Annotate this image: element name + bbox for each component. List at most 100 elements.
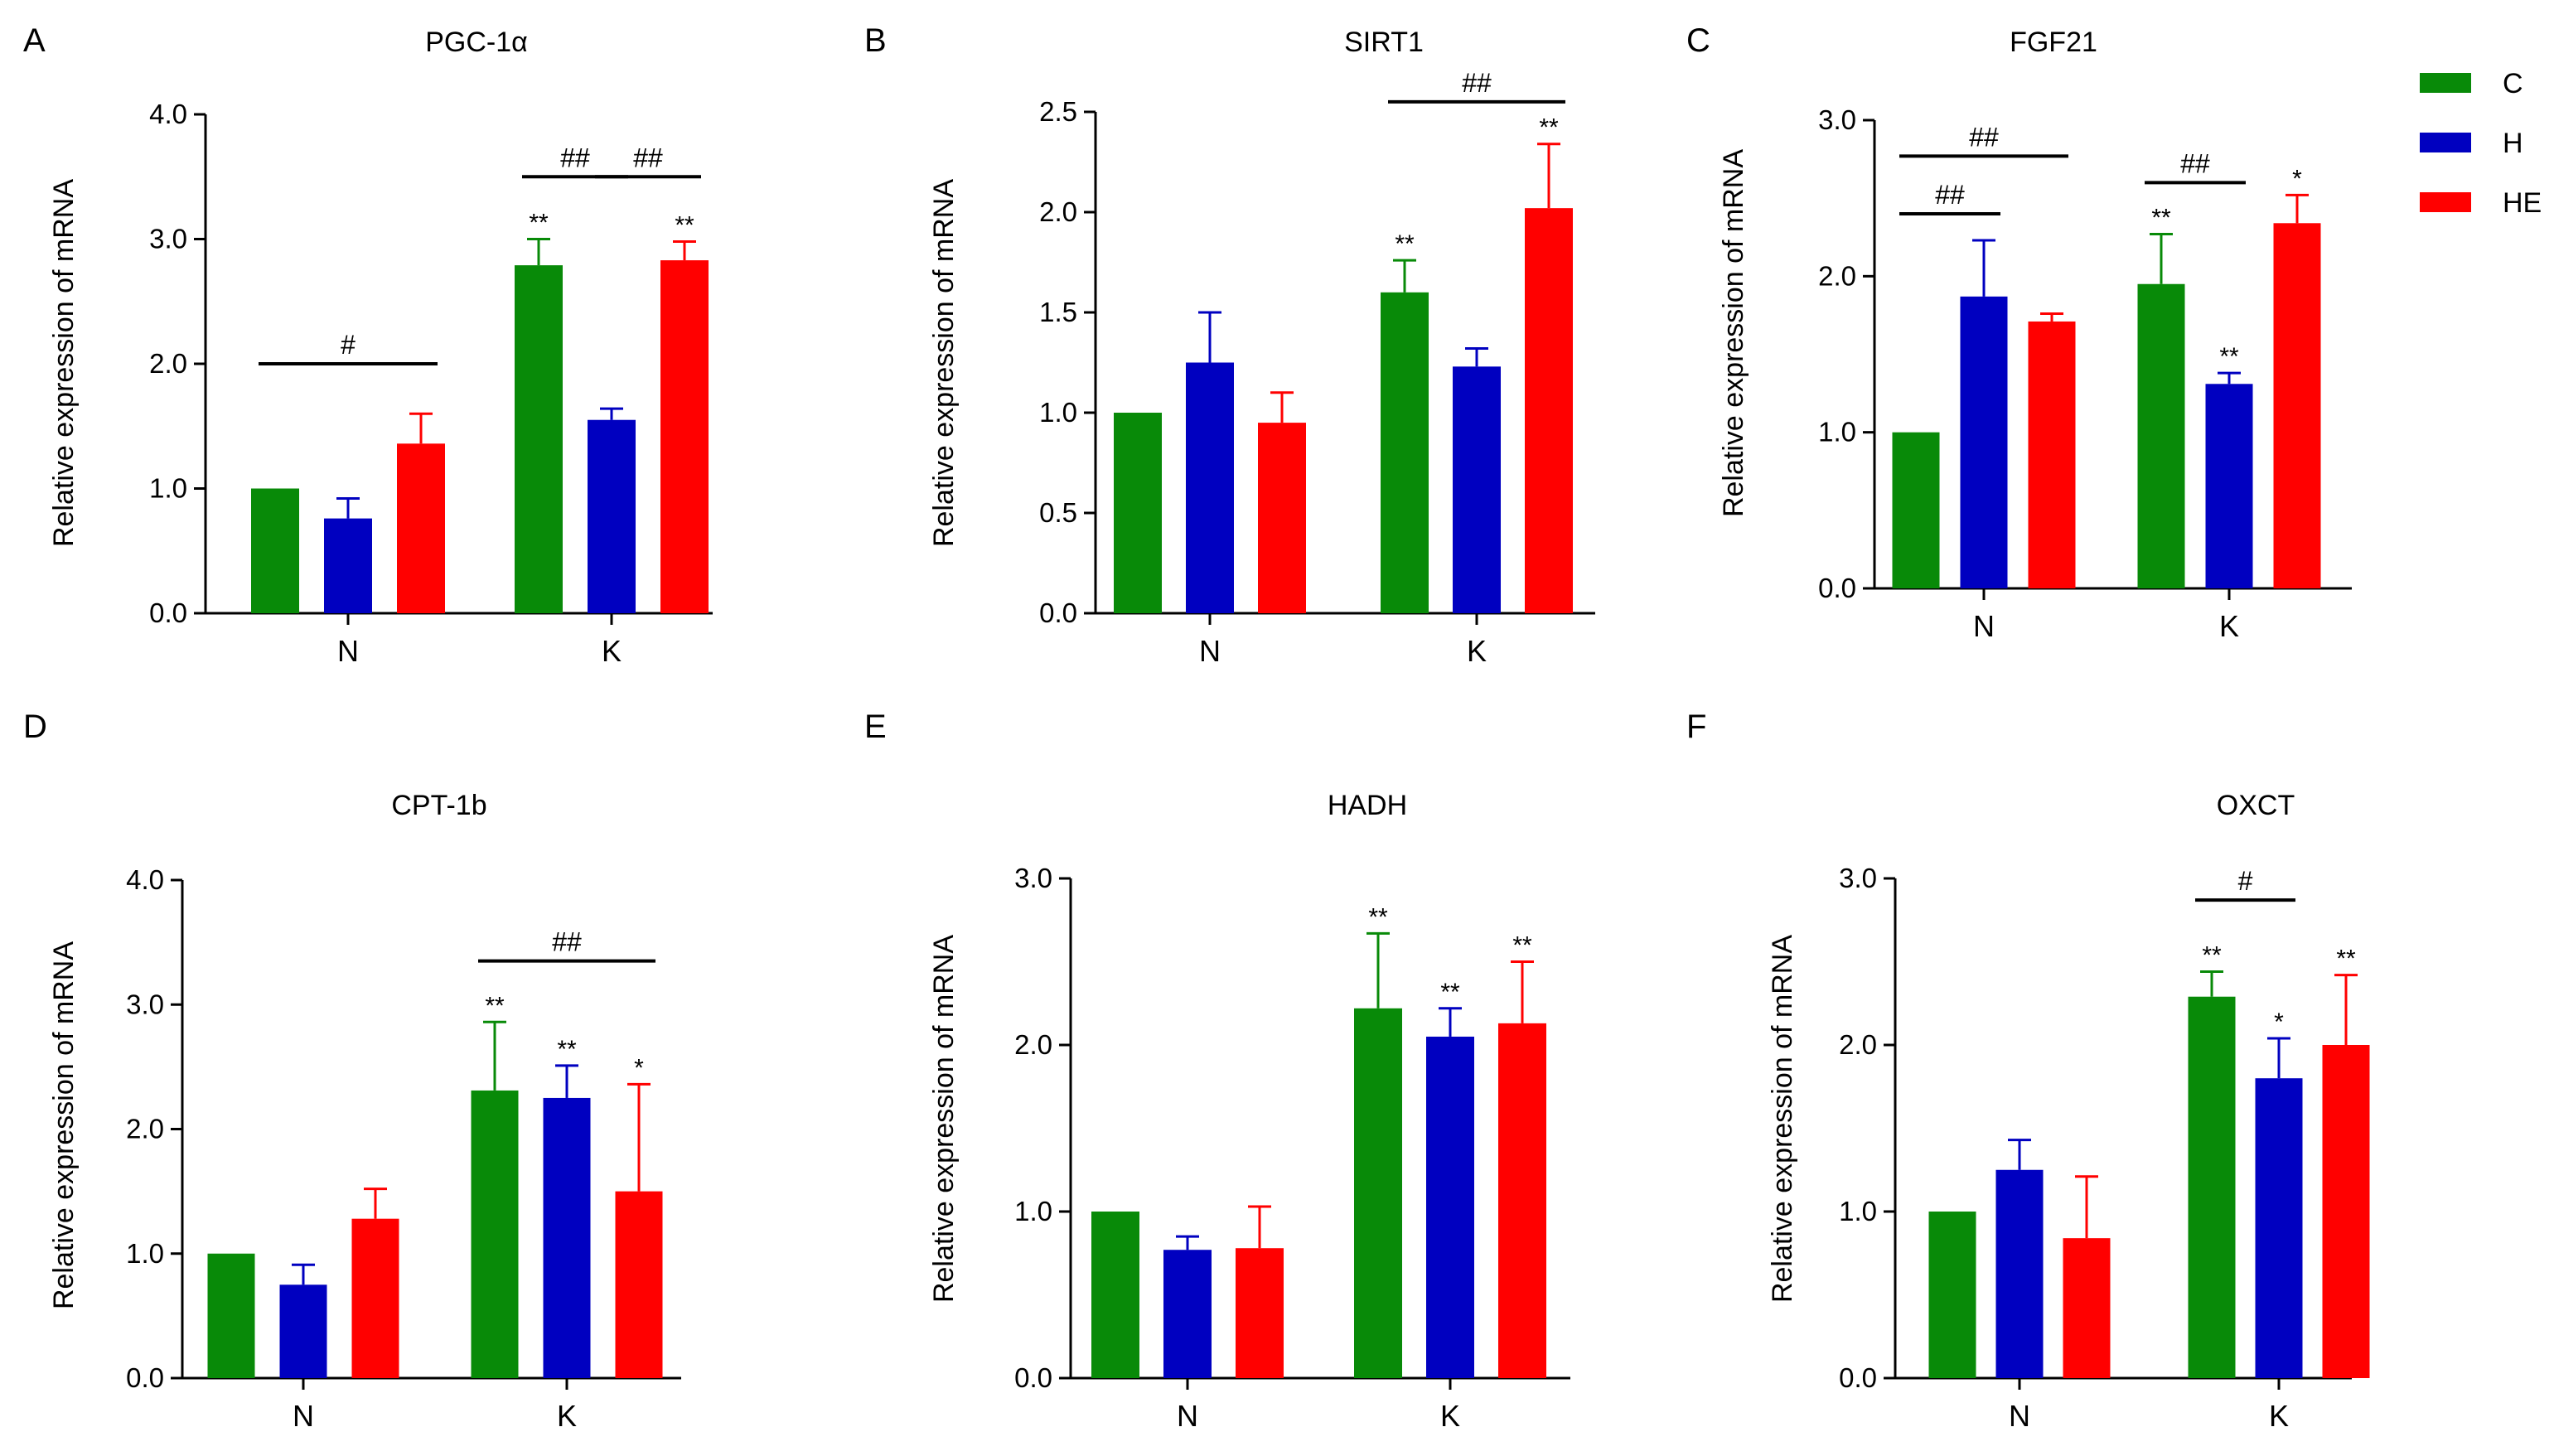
y-tick-label: 1.5 <box>1039 297 1077 327</box>
y-tick-label: 1.0 <box>126 1238 164 1269</box>
y-tick-label: 2.0 <box>149 348 187 379</box>
panel-letter: A <box>23 22 46 59</box>
chart-title: HADH <box>1328 790 1407 821</box>
legend-swatch-he <box>2420 192 2471 212</box>
x-tick-label: K <box>2219 609 2239 643</box>
x-tick-label: N <box>337 634 359 668</box>
x-tick-label: K <box>1467 634 1487 668</box>
y-tick-label: 2.0 <box>1839 1029 1877 1060</box>
y-axis-label: Relative expression of mRNA <box>1718 149 1749 517</box>
panel-letter: E <box>864 709 887 745</box>
significance-mark: * <box>634 1054 644 1081</box>
bar-c-n <box>207 1253 255 1378</box>
y-axis-label: Relative expression of mRNA <box>48 179 80 547</box>
y-tick-label: 1.0 <box>1839 1196 1877 1226</box>
bar-c-n <box>251 488 299 613</box>
y-tick-label: 4.0 <box>149 99 187 129</box>
y-axis-label: Relative expression of mRNA <box>48 941 80 1309</box>
bar-h-n <box>1163 1250 1212 1378</box>
x-tick-label: K <box>2269 1399 2289 1433</box>
bar-h-n <box>1186 362 1234 613</box>
chart-title: PGC-1α <box>425 27 528 58</box>
panel-d: D CPT-1b Relative expression of mRNA 0.0 1.0… <box>23 709 681 1433</box>
legend-label: C <box>2503 68 2523 99</box>
panel-letter: C <box>1686 22 1710 59</box>
x-tick-label: K <box>602 634 622 668</box>
y-axis-label: Relative expression of mRNA <box>928 179 960 547</box>
x-tick-label: N <box>293 1399 314 1433</box>
bar-h-k <box>2255 1078 2303 1378</box>
bar-h-k <box>588 419 636 613</box>
chart-title: CPT-1b <box>391 790 486 821</box>
x-tick-label: K <box>557 1399 577 1433</box>
y-tick-label: 0.0 <box>149 597 187 628</box>
chart-title: SIRT1 <box>1344 27 1424 58</box>
significance-mark: ** <box>1440 979 1460 1006</box>
panel-a: A PGC-1α Relative expression of mRNA 0.0 1.0… <box>23 22 713 668</box>
y-tick-label: 1.0 <box>1039 397 1077 428</box>
bar-h-n <box>1960 296 2008 588</box>
bar-h-k <box>543 1097 591 1378</box>
bar-he-k <box>2273 223 2321 588</box>
bar-he-n <box>397 443 445 613</box>
bar-h-k <box>1426 1036 1474 1378</box>
y-tick-label: 2.0 <box>126 1114 164 1144</box>
comparison-label: ## <box>1969 122 1999 152</box>
legend-swatch-h <box>2420 133 2471 152</box>
panel-c: C FGF21 Relative expression of mRNA 0.0 1.0 2… <box>1686 22 2352 643</box>
significance-mark: ** <box>1395 230 1415 258</box>
comparison-label: ## <box>560 143 590 172</box>
y-axis-label: Relative expression of mRNA <box>1767 935 1798 1303</box>
y-tick-label: 2.0 <box>1014 1029 1052 1060</box>
significance-mark: * <box>2292 165 2302 192</box>
y-tick-label: 0.0 <box>126 1362 164 1393</box>
y-tick-label: 4.0 <box>126 864 164 895</box>
bar-c-k <box>515 265 563 613</box>
legend: CH HE <box>2420 68 2542 219</box>
y-tick-label: 3.0 <box>1839 863 1877 893</box>
significance-mark: ** <box>485 992 505 1019</box>
bar-c-k <box>1381 292 1429 613</box>
significance-mark: ** <box>1512 932 1532 960</box>
bar-c-n <box>1091 1212 1139 1378</box>
bar-he-n <box>2063 1238 2111 1378</box>
bar-he-n <box>2028 321 2076 588</box>
panel-e: E HADH Relative expression of mRNA 0.0 1.0 2.… <box>864 709 1570 1433</box>
y-tick-label: 1.0 <box>1014 1196 1052 1226</box>
significance-mark: ** <box>675 212 694 239</box>
y-axis-label: Relative expression of mRNA <box>928 935 960 1303</box>
significance-mark: ** <box>2219 343 2239 370</box>
y-tick-label: 3.0 <box>149 224 187 254</box>
comparison-label: ## <box>552 927 582 957</box>
bar-h-k <box>2205 384 2253 588</box>
bar-c-k <box>1354 1008 1402 1378</box>
bar-he-n <box>1258 423 1306 613</box>
significance-mark: ** <box>529 210 549 237</box>
panel-letter: F <box>1686 709 1706 745</box>
bar-c-k <box>2137 283 2185 588</box>
bar-c-n <box>1114 413 1162 613</box>
comparison-label: ## <box>2180 148 2210 178</box>
bar-c-n <box>1892 432 1940 588</box>
significance-mark: ** <box>1368 903 1388 931</box>
legend-label: H <box>2503 128 2523 159</box>
y-tick-label: 0.0 <box>1839 1362 1877 1393</box>
bar-h-n <box>279 1284 327 1378</box>
comparison-label: # <box>2238 866 2253 896</box>
comparison-label: ## <box>633 143 663 172</box>
bar-c-k <box>471 1090 519 1378</box>
significance-mark: ** <box>557 1036 577 1063</box>
bar-h-n <box>324 518 372 613</box>
significance-mark: ** <box>2151 204 2171 231</box>
chart-title: FGF21 <box>2010 27 2097 58</box>
y-tick-label: 0.0 <box>1039 597 1077 628</box>
bar-he-k <box>660 260 709 613</box>
bar-he-k <box>2322 1045 2370 1378</box>
y-tick-label: 0.0 <box>1818 573 1856 603</box>
bar-h-n <box>1995 1169 2044 1378</box>
bar-c-k <box>2188 996 2236 1378</box>
y-tick-label: 1.0 <box>1818 417 1856 447</box>
panel-f: F OXCT Relative expression of mRNA 0.0 1.0 2.… <box>1686 709 2370 1433</box>
significance-mark: ** <box>2202 942 2222 970</box>
